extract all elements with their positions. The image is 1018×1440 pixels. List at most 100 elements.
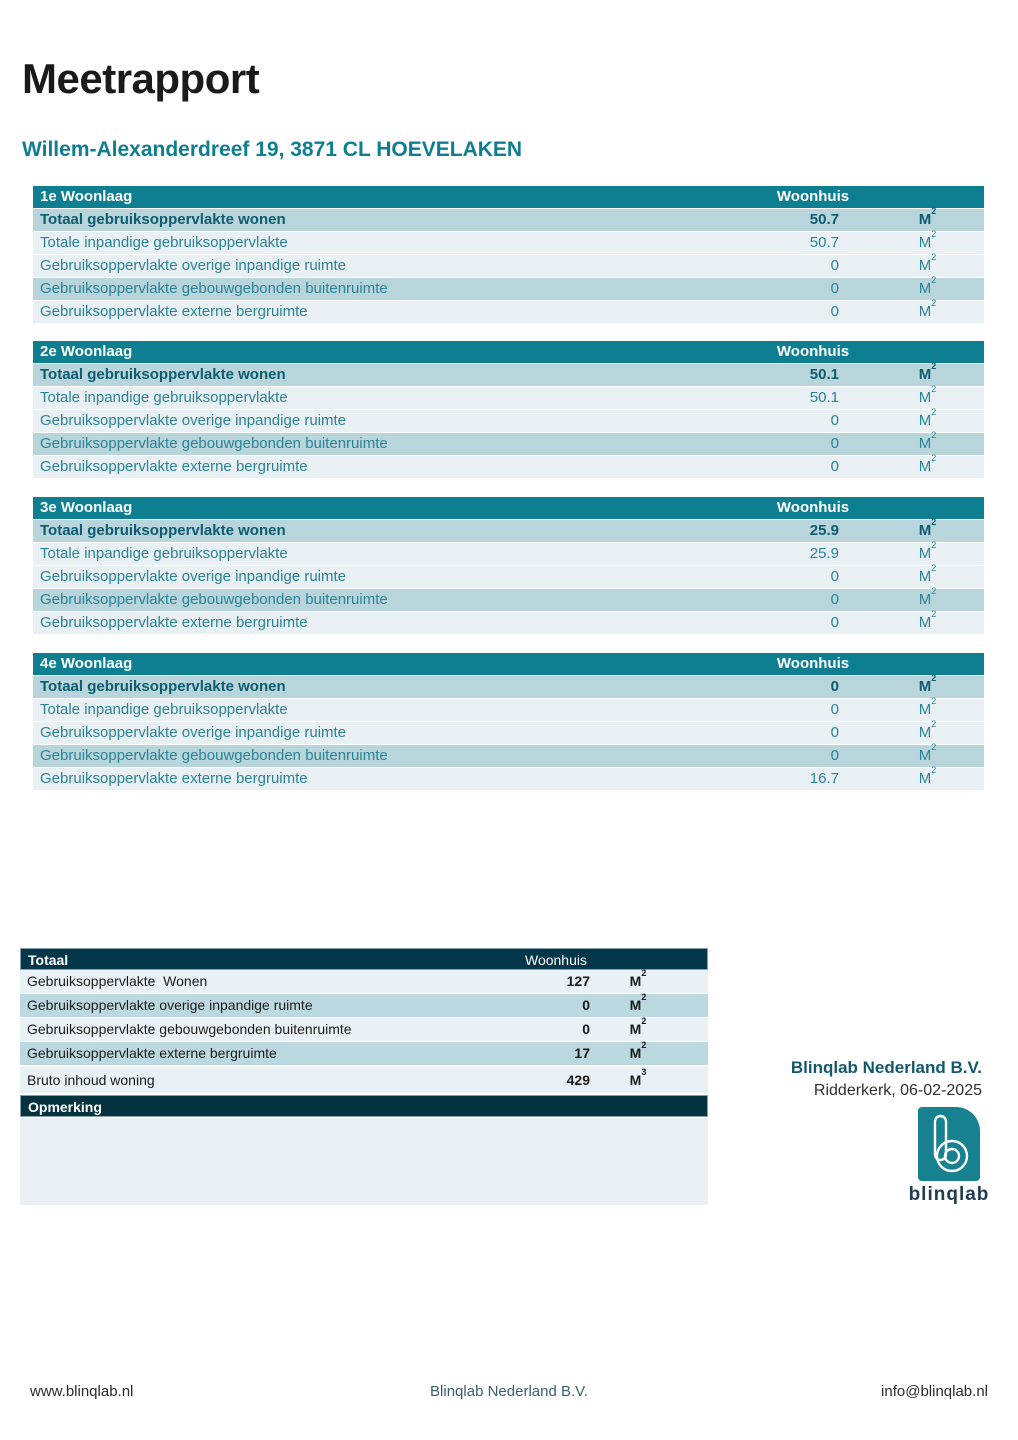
row-label: Totale inpandige gebruiksoppervlakte — [40, 389, 288, 406]
table-row: Totale inpandige gebruiksoppervlakte 50.… — [33, 385, 984, 410]
row-unit: M2 — [918, 430, 937, 453]
row-unit: M3 — [629, 1067, 647, 1088]
place-date: Ridderkerk, 06-02-2025 — [813, 1082, 982, 1099]
row-value: 50.7 — [809, 234, 839, 251]
row-value: 429 — [566, 1072, 590, 1088]
table-row: Gebruiksoppervlakte overige inpandige ru… — [33, 407, 984, 433]
company-name: Blinqlab Nederland B.V. — [790, 1058, 982, 1077]
row-label: Gebruiksoppervlakte gebouwgebonden buite… — [40, 747, 388, 764]
table-row: Gebruiksoppervlakte externe bergruimte 0… — [33, 298, 984, 324]
floor-table-header: 1e Woonlaag Woonhuis — [33, 186, 984, 209]
table-row: Totale inpandige gebruiksoppervlakte 25.… — [33, 541, 984, 566]
row-label: Gebruiksoppervlakte overige inpandige ru… — [40, 724, 347, 741]
table-row: Gebruiksoppervlakte gebouwgebonden buite… — [33, 276, 984, 301]
footer-website-link[interactable]: www.blinqlab.nl — [30, 1383, 134, 1400]
signature-block: Blinqlab Nederland B.V. Ridderkerk, 06-0… — [791, 1056, 982, 1102]
table-row: Totale inpandige gebruiksoppervlakte 50.… — [33, 229, 984, 255]
table-row: Gebruiksoppervlakte gebouwgebonden buite… — [20, 1017, 708, 1042]
row-value: 0 — [830, 257, 839, 274]
row-unit: M2 — [918, 742, 937, 765]
row-label: Gebruiksoppervlakte externe bergruimte — [40, 770, 308, 787]
table-row: Gebruiksoppervlakte Wonen 127 M2 — [20, 968, 708, 994]
row-label: Gebruiksoppervlakte overige inpandige ru… — [27, 997, 313, 1013]
footer-company: Blinqlab Nederland B.V. — [430, 1383, 588, 1400]
row-value: 0 — [830, 412, 839, 429]
row-label: Gebruiksoppervlakte externe bergruimte — [40, 614, 308, 631]
row-label: Gebruiksoppervlakte Wonen — [27, 973, 208, 989]
table-row: Gebruiksoppervlakte gebouwgebonden buite… — [33, 742, 984, 768]
row-value: 0 — [830, 458, 839, 475]
table-row: Gebruiksoppervlakte overige inpandige ru… — [33, 564, 984, 589]
table-row: Gebruiksoppervlakte externe bergruimte 0… — [33, 453, 984, 479]
row-label: Bruto inhoud woning — [27, 1072, 155, 1088]
row-unit: M2 — [918, 407, 937, 430]
table-row: Gebruiksoppervlakte externe bergruimte 0… — [33, 610, 984, 635]
floor-table-4: 4e Woonlaag Woonhuis Totaal gebruiksoppe… — [33, 653, 984, 791]
row-label: Gebruiksoppervlakte overige inpandige ru… — [40, 257, 347, 274]
row-value: 0 — [830, 303, 839, 320]
row-value: 0 — [830, 591, 839, 608]
table-row: Totale inpandige gebruiksoppervlakte 0 M… — [33, 697, 984, 722]
blinqlab-b-icon — [918, 1107, 980, 1181]
row-unit: M2 — [918, 361, 937, 384]
row-value: 50.7 — [809, 211, 839, 228]
row-unit: M2 — [629, 1040, 647, 1061]
row-value: 0 — [830, 435, 839, 452]
row-value: 50.1 — [809, 389, 839, 406]
row-value: 25.9 — [809, 545, 839, 562]
page-title: Meetrapport — [22, 55, 260, 102]
row-unit: M2 — [629, 968, 647, 989]
table-row: Gebruiksoppervlakte overige inpandige ru… — [20, 993, 708, 1018]
row-value: 16.7 — [809, 770, 839, 787]
footer-email-link[interactable]: info@blinqlab.nl — [881, 1383, 988, 1400]
column-header-woonhuis: Woonhuis — [524, 952, 587, 968]
row-label: Gebruiksoppervlakte overige inpandige ru… — [40, 568, 347, 585]
row-unit: M2 — [918, 673, 937, 696]
row-value: 50.1 — [809, 366, 839, 383]
column-header-woonhuis: Woonhuis — [776, 499, 850, 516]
row-label: Gebruiksoppervlakte overige inpandige ru… — [40, 412, 347, 429]
floor-label: 1e Woonlaag — [40, 188, 133, 205]
blinqlab-logo: blinqlab — [897, 1107, 1001, 1206]
table-row: Totaal gebruiksoppervlakte wonen 50.7 M2 — [33, 207, 984, 232]
floor-table-header: 4e Woonlaag Woonhuis — [33, 653, 984, 676]
table-row: Totaal gebruiksoppervlakte wonen 25.9 M2 — [33, 517, 984, 543]
row-value: 0 — [830, 614, 839, 631]
row-label: Gebruiksoppervlakte gebouwgebonden buite… — [40, 591, 388, 608]
row-unit: M2 — [918, 517, 937, 540]
row-unit: M2 — [918, 586, 937, 609]
row-label: Totaal gebruiksoppervlakte wonen — [40, 678, 286, 695]
table-row: Gebruiksoppervlakte gebouwgebonden buite… — [33, 586, 984, 612]
column-header-woonhuis: Woonhuis — [776, 655, 850, 672]
row-label: Totaal gebruiksoppervlakte wonen — [40, 211, 286, 228]
row-unit: M2 — [918, 453, 937, 476]
floor-table-2: 2e Woonlaag Woonhuis Totaal gebruiksoppe… — [33, 341, 984, 479]
row-label: Gebruiksoppervlakte externe bergruimte — [40, 458, 308, 475]
row-unit: M2 — [918, 298, 937, 321]
row-value: 25.9 — [809, 522, 839, 539]
row-value: 0 — [830, 747, 839, 764]
row-label: Gebruiksoppervlakte externe bergruimte — [27, 1045, 277, 1061]
row-value: 0 — [582, 997, 590, 1013]
row-unit: M2 — [918, 252, 937, 275]
row-label: Gebruiksoppervlakte gebouwgebonden buite… — [27, 1021, 352, 1037]
table-row: Gebruiksoppervlakte gebouwgebonden buite… — [33, 430, 984, 456]
row-label: Gebruiksoppervlakte gebouwgebonden buite… — [40, 280, 388, 297]
floor-table-header: 3e Woonlaag Woonhuis — [33, 497, 984, 520]
table-row: Bruto inhoud woning 429 M3 — [20, 1066, 708, 1094]
table-row: Gebruiksoppervlakte overige inpandige ru… — [33, 720, 984, 745]
floor-label: 2e Woonlaag — [40, 343, 133, 360]
table-row: Gebruiksoppervlakte externe bergruimte 1… — [20, 1040, 708, 1066]
floor-label: 4e Woonlaag — [40, 655, 133, 672]
row-unit: M2 — [918, 229, 937, 252]
table-row: Gebruiksoppervlakte overige inpandige ru… — [33, 252, 984, 278]
row-label: Gebruiksoppervlakte gebouwgebonden buite… — [40, 435, 388, 452]
row-value: 127 — [566, 973, 590, 989]
floor-table-3: 3e Woonlaag Woonhuis Totaal gebruiksoppe… — [33, 497, 984, 635]
row-value: 0 — [830, 568, 839, 585]
row-value: 0 — [830, 724, 839, 741]
row-label: Gebruiksoppervlakte externe bergruimte — [40, 303, 308, 320]
row-value: 0 — [830, 280, 839, 297]
opmerking-body — [20, 1118, 708, 1205]
